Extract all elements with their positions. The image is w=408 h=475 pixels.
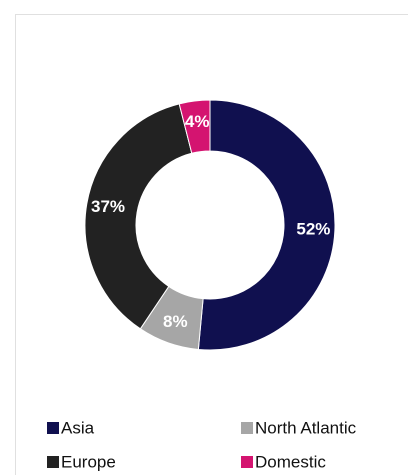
slice-label: 4% bbox=[185, 112, 210, 131]
legend-swatch bbox=[241, 456, 253, 468]
legend-label: Domestic bbox=[255, 452, 326, 471]
legend-label: Asia bbox=[61, 418, 95, 437]
legend-swatch bbox=[47, 456, 59, 468]
legend-swatch bbox=[241, 422, 253, 434]
slice-label: 37% bbox=[91, 197, 125, 216]
donut-slice bbox=[178, 99, 211, 154]
legend-label: North Atlantic bbox=[255, 418, 357, 437]
donut-slice bbox=[197, 99, 336, 351]
donut-slice bbox=[84, 103, 193, 330]
legend-label: Europe bbox=[61, 452, 116, 471]
slice-label: 8% bbox=[163, 312, 188, 331]
slice-label: 52% bbox=[296, 219, 330, 238]
legend-swatch bbox=[47, 422, 59, 434]
